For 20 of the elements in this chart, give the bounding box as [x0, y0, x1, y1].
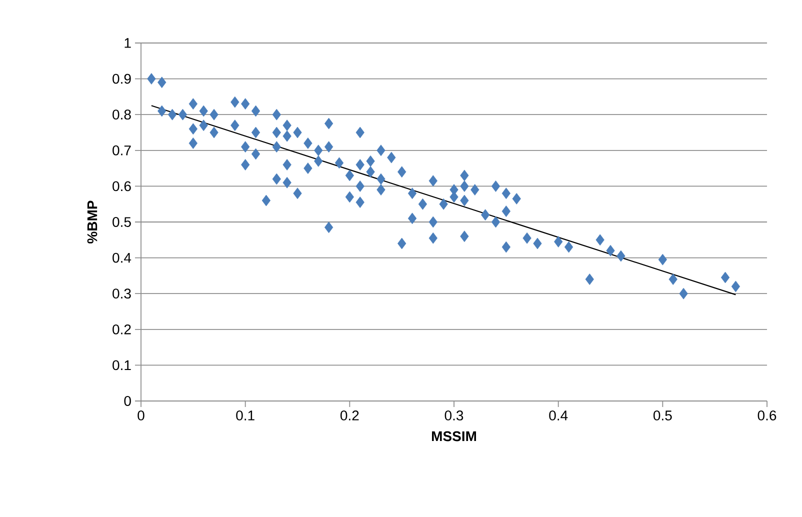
y-axis-title: %BMP: [87, 200, 98, 244]
y-tick-label: 0.9: [112, 74, 131, 84]
y-tick-label: 0.2: [112, 324, 131, 334]
y-tick-label: 0.3: [112, 288, 131, 299]
y-tick-label: 0.1: [112, 360, 131, 370]
x-tick-label: 0.5: [653, 410, 672, 420]
y-tick-label: 0: [124, 396, 131, 406]
x-tick-label: 0.2: [340, 410, 359, 420]
x-tick-label: 0: [138, 410, 144, 420]
y-tick-label: 1: [124, 38, 131, 48]
y-tick-label: 0.4: [112, 252, 132, 263]
y-tick-label: 0.7: [112, 145, 131, 156]
x-tick-label: 0.4: [549, 410, 568, 420]
y-tick-label: 0.6: [112, 181, 131, 192]
y-tick-label: 0.5: [112, 217, 131, 227]
x-axis-title: MSSIM: [432, 431, 476, 442]
x-tick-label: 0.3: [444, 410, 464, 420]
x-tick-label: 0.6: [758, 410, 776, 420]
y-tick-label: 0.8: [112, 110, 131, 120]
x-tick-label: 0.1: [236, 410, 254, 420]
